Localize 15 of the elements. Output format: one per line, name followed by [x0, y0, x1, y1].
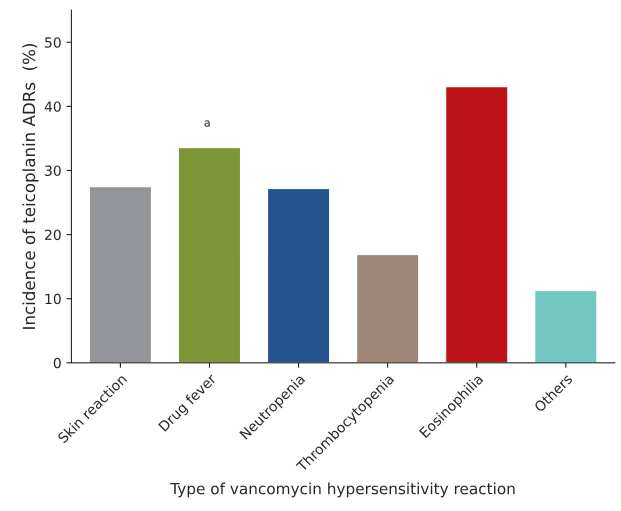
bar	[534, 290, 598, 363]
y-tick-label: 40	[44, 101, 61, 112]
y-tick-label: 20	[45, 230, 61, 240]
y-tick-label: 10	[46, 294, 61, 304]
y-tick-label: 50	[45, 37, 61, 48]
bar	[356, 254, 420, 363]
y-tick-label: 0	[54, 358, 61, 368]
x-axis-title: Type of vancomycin hypersensitivity reaction	[170, 482, 515, 498]
y-axis-title: Incidence of teicoplanin ADRs (%)	[22, 44, 38, 329]
bar	[266, 188, 330, 363]
bar	[88, 186, 152, 363]
bar	[444, 86, 509, 363]
bar	[178, 146, 242, 363]
annotation: a	[204, 120, 210, 127]
y-tick-label: 30	[45, 165, 61, 176]
